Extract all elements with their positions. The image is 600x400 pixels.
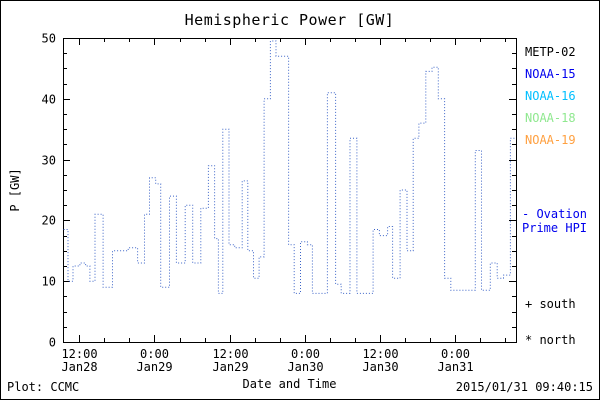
x-tick-date: Jan30: [287, 360, 323, 374]
x-tick-date: Jan30: [362, 360, 398, 374]
north-marker-label: * north: [525, 333, 576, 347]
ovation-hpi-legend: - Ovation Prime HPI: [522, 207, 587, 235]
ovation-hpi-line1: - Ovation: [522, 207, 588, 221]
legend-noaa-16: NOAA-16: [525, 89, 576, 103]
x-tick-time: 12:00: [362, 347, 398, 361]
legend-metp-02: METP-02: [525, 45, 576, 59]
y-tick-label: 40: [42, 93, 56, 107]
legend-noaa-15: NOAA-15: [525, 67, 576, 81]
x-tick-date: Jan28: [61, 360, 97, 374]
chart-title: Hemispheric Power [GW]: [184, 11, 395, 29]
hpi-step-line: [63, 40, 516, 294]
legend-noaa-19: NOAA-19: [525, 133, 576, 147]
y-tick-label: 20: [42, 214, 56, 228]
x-tick-time: 12:00: [212, 347, 248, 361]
x-axis-label: Date and Time: [242, 377, 337, 391]
x-tick-time: 12:00: [61, 347, 97, 361]
x-tick-date: Jan29: [136, 360, 172, 374]
y-tick-label: 0: [49, 336, 56, 350]
x-tick-date: Jan29: [212, 360, 248, 374]
x-tick-time: 0:00: [441, 347, 470, 361]
y-tick-label: 30: [42, 154, 56, 168]
generation-timestamp: 2015/01/31 09:40:15: [455, 380, 593, 394]
plot-credit: Plot: CCMC: [7, 380, 80, 394]
y-tick-label: 10: [42, 275, 56, 289]
y-tick-label: 50: [42, 32, 56, 46]
x-tick-date: Jan31: [437, 360, 473, 374]
x-tick-time: 0:00: [291, 347, 320, 361]
south-marker-label: + south: [525, 297, 576, 311]
x-tick-time: 0:00: [140, 347, 169, 361]
legend-noaa-18: NOAA-18: [525, 111, 576, 125]
ovation-hpi-line2: Prime HPI: [522, 221, 588, 235]
plot-box: [63, 38, 517, 343]
